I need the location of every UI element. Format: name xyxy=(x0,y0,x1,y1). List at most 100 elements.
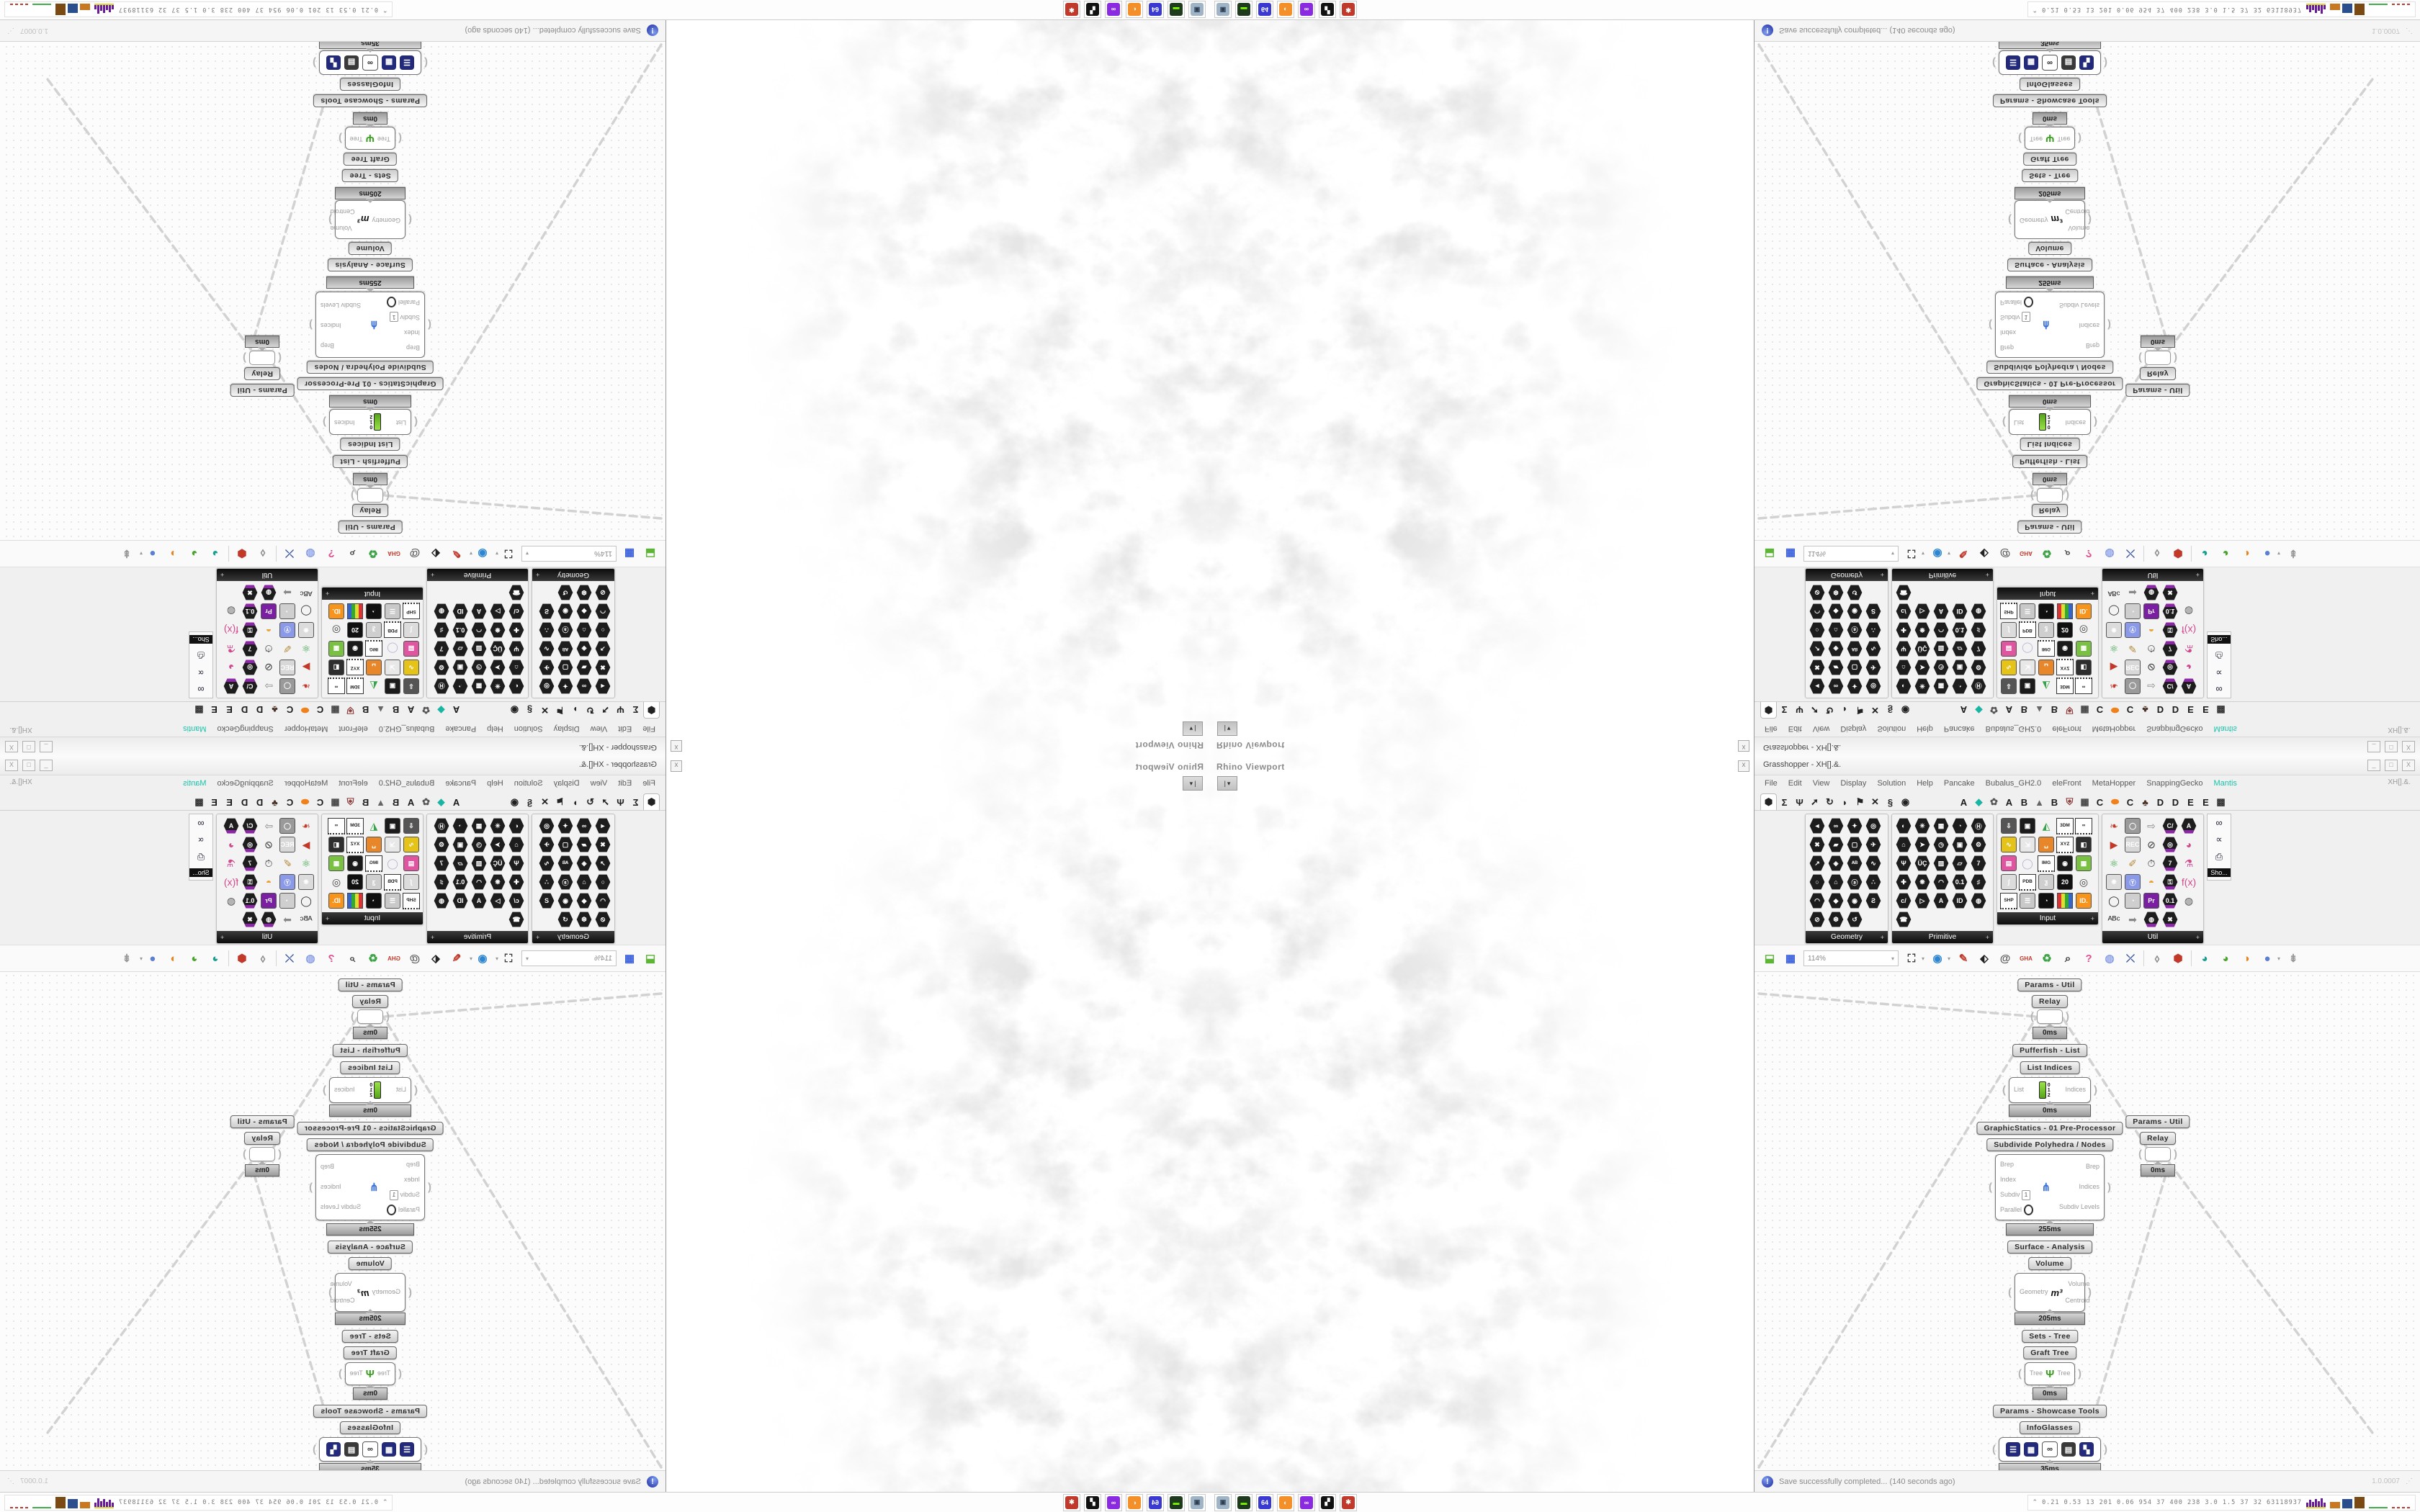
palette-icon[interactable]: ÜÇ xyxy=(488,639,507,658)
cluster-blue-icon[interactable]: ● xyxy=(2264,952,2271,965)
tab-3[interactable]: ➚ xyxy=(1811,796,1819,807)
palette-icon[interactable]: ◄ xyxy=(1808,677,1827,696)
menu-elefront[interactable]: eleFront xyxy=(2052,779,2081,788)
tab-15[interactable]: B xyxy=(2020,704,2028,716)
tab-5[interactable]: ◗ xyxy=(1842,704,1848,716)
shuffle-wires-icon[interactable]: ⤫ xyxy=(2126,952,2136,965)
palette-icon[interactable]: ⊘ xyxy=(2147,662,2156,674)
palette-icon[interactable]: 0.1 xyxy=(451,873,470,891)
palette-icon[interactable]: ✖ xyxy=(1808,658,1827,677)
palette-icon[interactable]: ◍ xyxy=(259,910,278,929)
palette-expand-icon[interactable]: + xyxy=(2195,571,2200,579)
palette-icon[interactable]: Ψ xyxy=(507,854,526,873)
palette-icon[interactable]: c/ xyxy=(507,602,526,621)
palette-icon[interactable]: ∞ xyxy=(327,816,346,835)
palette-icon[interactable]: ◎ xyxy=(1864,816,1883,835)
palette-expand-icon[interactable]: + xyxy=(1985,571,1989,579)
palette-icon[interactable]: ⇨ xyxy=(2147,819,2156,832)
palette-icon[interactable]: A xyxy=(1932,602,1950,621)
palette-icon[interactable]: ⏱ xyxy=(264,643,273,655)
tab-16[interactable]: ▲ xyxy=(376,704,385,716)
palette-icon[interactable]: ∴ xyxy=(537,873,556,891)
cluster-green-icon[interactable]: ◕ xyxy=(2222,952,2229,965)
easel-icon[interactable]: ⎙ xyxy=(2215,650,2223,661)
gh-titlebar[interactable]: Grasshopper - XH[].&. _ □ X xyxy=(1754,737,2420,756)
palette-icon[interactable]: ▷ xyxy=(1913,891,1932,910)
tab-5[interactable]: ◗ xyxy=(1842,796,1848,808)
menu-edit[interactable]: Edit xyxy=(618,779,632,788)
bake-white-icon[interactable]: ⬨ xyxy=(260,952,266,965)
tab-16[interactable]: ▲ xyxy=(2035,704,2044,716)
floppy64-icon[interactable]: 64 xyxy=(1147,1493,1164,1511)
palette-icon[interactable]: ☎ xyxy=(1894,910,1913,929)
palette-expand-icon[interactable]: + xyxy=(220,571,225,579)
palette-icon[interactable]: ID. xyxy=(327,891,346,910)
palette-icon[interactable]: ✖ xyxy=(2161,910,2179,929)
palette-icon[interactable]: A xyxy=(2179,677,2198,696)
palette-icon[interactable]: ▰ xyxy=(1827,658,1845,677)
palette-expand-icon[interactable]: + xyxy=(431,571,435,579)
palette-icon[interactable]: 3DM xyxy=(346,816,364,835)
tab-4[interactable]: ↻ xyxy=(1826,705,1834,716)
screenshot-tool-icon[interactable]: ▣ xyxy=(1188,1,1206,19)
palette-expand-icon[interactable]: + xyxy=(220,933,225,941)
tab-14[interactable]: A xyxy=(407,796,415,808)
window-button[interactable]: □ xyxy=(22,741,35,752)
menu-help[interactable]: Help xyxy=(1917,779,1933,788)
fee-magnifier-icon[interactable]: ⌕ xyxy=(2064,547,2071,560)
palette-icon[interactable]: ❧ xyxy=(302,680,310,693)
palette-icon[interactable]: ➡ xyxy=(283,913,292,925)
palette-expand-icon[interactable]: + xyxy=(536,933,540,941)
palette-icon[interactable]: ▨ xyxy=(1932,639,1950,658)
zoom-extents-icon[interactable]: ⛶ xyxy=(504,952,513,965)
infoglasses-component[interactable]: () ☰ ▦ ∞ ▤ ▚ xyxy=(313,1437,428,1462)
palette-icon[interactable]: ▤ xyxy=(1999,854,2018,873)
palette-icon[interactable]: ID xyxy=(1950,891,1969,910)
tab-14[interactable]: A xyxy=(2005,704,2013,716)
fee-magnifier-icon[interactable]: ⌕ xyxy=(349,547,356,560)
palette-icon[interactable]: ◎ xyxy=(2079,624,2089,636)
palette-icon[interactable]: ◧ xyxy=(2074,658,2093,677)
palette-icon[interactable]: ▶ xyxy=(2110,838,2118,850)
palette-icon[interactable]: f(x) xyxy=(2181,624,2197,636)
palette-icon[interactable]: ✈ xyxy=(1864,658,1883,677)
palette-icon[interactable]: ♯ xyxy=(1969,873,1988,891)
cluster-orange-icon[interactable]: ◑ xyxy=(170,952,177,965)
recompute-icon[interactable]: ♻ xyxy=(368,953,378,965)
menu-display[interactable]: Display xyxy=(1840,724,1867,733)
palette-icon[interactable]: 20 xyxy=(346,873,364,891)
palette-icon[interactable]: ⏱ xyxy=(2147,643,2156,655)
palette-icon[interactable]: ◈ xyxy=(1827,854,1845,873)
palette-icon[interactable]: ⊘ xyxy=(264,838,273,850)
palette-icon[interactable]: ƺ xyxy=(364,621,383,639)
tab-2[interactable]: Ψ xyxy=(1796,796,1803,808)
palette-icon[interactable]: ⊘ xyxy=(593,583,612,602)
tab-15[interactable]: B xyxy=(392,704,400,716)
menu-mantis[interactable]: Mantis xyxy=(2213,724,2237,733)
palette-icon[interactable]: 7 xyxy=(1969,854,1988,873)
palette-icon[interactable]: ✚ xyxy=(1894,873,1913,891)
drive-utility-icon[interactable]: ▬ xyxy=(1168,1,1185,19)
palette-icon[interactable]: ◯ xyxy=(278,677,297,696)
red-badge-icon[interactable]: ✱ xyxy=(1063,1,1080,19)
gha-install-icon[interactable]: GHA xyxy=(387,550,400,557)
zoom-extents-icon-dropdown[interactable]: ▾ xyxy=(1922,955,1925,962)
palette-icon[interactable]: ✐ xyxy=(2128,643,2137,655)
cluster-blue-icon-dropdown[interactable]: ▾ xyxy=(139,955,143,962)
palette-icon[interactable]: ⏱ xyxy=(264,857,273,869)
tab-27[interactable]: E xyxy=(211,704,218,716)
resize-grip[interactable]: ⋰ xyxy=(2406,27,2414,35)
tab-27[interactable]: E xyxy=(211,796,218,808)
palette-icon[interactable]: ✳ xyxy=(488,816,507,835)
menu-snappinggecko[interactable]: SnappingGecko xyxy=(217,724,274,733)
palette-icon[interactable]: ⓐ xyxy=(556,873,575,891)
palette-icon[interactable]: ◯ xyxy=(300,606,312,618)
bake-white-icon[interactable]: ⬨ xyxy=(2154,547,2160,560)
palette-icon[interactable]: ␣ xyxy=(2037,835,2056,854)
palette-icon[interactable]: 7 xyxy=(1969,639,1988,658)
menu-file[interactable]: File xyxy=(1765,779,1778,788)
palette-icon[interactable]: ⚿ xyxy=(2161,873,2179,891)
palette-icon[interactable]: ◎ xyxy=(331,876,341,888)
palette-icon[interactable]: ▣ xyxy=(1950,658,1969,677)
menu-bubalus_gh2.0[interactable]: Bubalus_GH2.0 xyxy=(378,724,435,733)
